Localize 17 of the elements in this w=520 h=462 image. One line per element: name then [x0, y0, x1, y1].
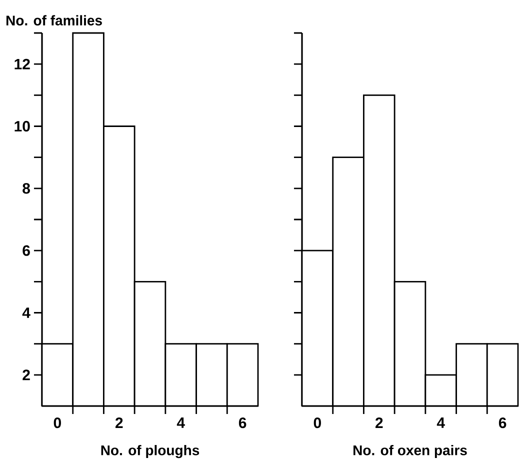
x-tick-label: 0: [54, 418, 61, 428]
y-tick-label: 12: [14, 58, 30, 70]
x-tick-label: 4: [436, 418, 445, 428]
x-axis-title: No. of oxen pairs: [354, 445, 467, 458]
x-axis-title: No. of ploughs: [101, 445, 200, 458]
y-axis-title: No. of families: [6, 15, 102, 26]
y-tick-label: 2: [22, 370, 30, 380]
y-tick-label: 10: [14, 120, 30, 132]
y-tick-label: 6: [22, 245, 30, 256]
y-tick-label: 8: [22, 183, 30, 194]
x-tick-label: 2: [115, 418, 123, 428]
x-tick-label: 4: [176, 418, 185, 428]
x-tick-label: 2: [375, 418, 383, 428]
y-tick-label: 4: [22, 308, 30, 318]
x-tick-label: 6: [238, 418, 246, 428]
x-tick-label: 0: [314, 418, 321, 428]
x-tick-label: 6: [498, 418, 506, 428]
